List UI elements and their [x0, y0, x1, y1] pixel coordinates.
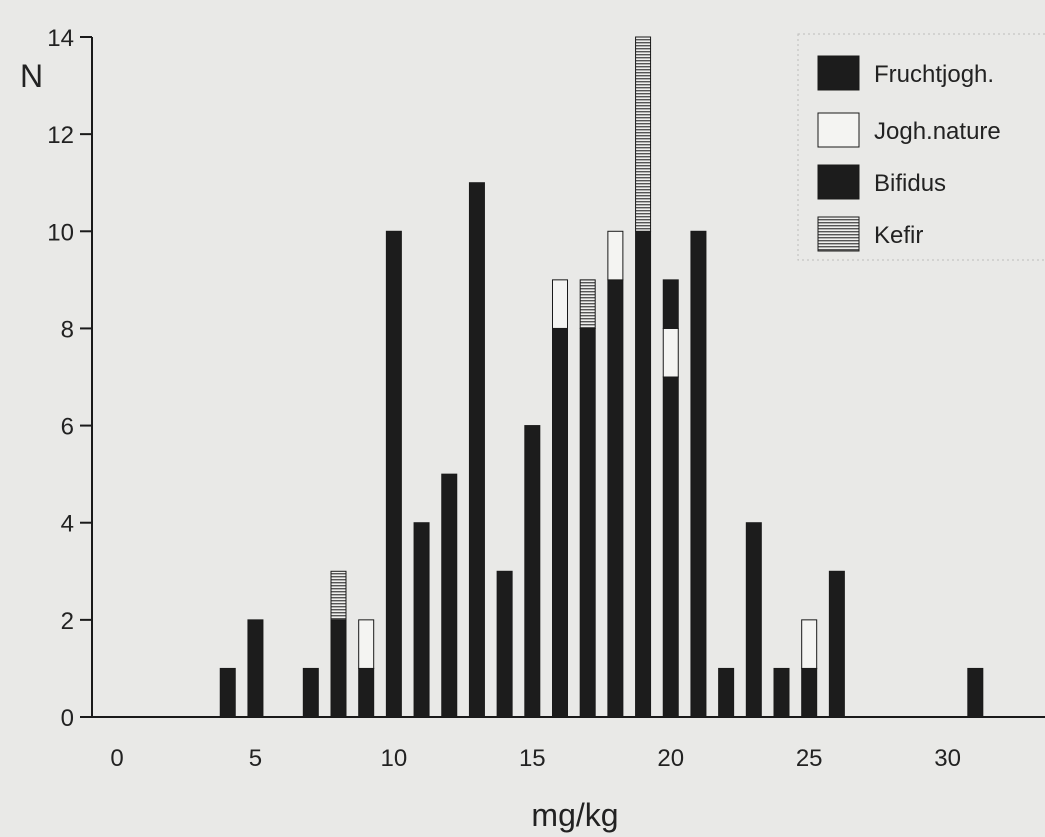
- bar-segment: [801, 667, 818, 718]
- bar-segment: [801, 619, 818, 669]
- bar-segment: [358, 619, 375, 669]
- legend-label: Jogh.nature: [874, 118, 1001, 145]
- x-tick-label: 15: [519, 745, 546, 772]
- bar-segment: [413, 522, 430, 718]
- x-tick-label: 0: [110, 745, 123, 772]
- x-tick-label: 10: [381, 745, 408, 772]
- bar-segment: [967, 667, 984, 718]
- bar-segment: [690, 230, 707, 718]
- y-tick-label: 10: [47, 219, 74, 246]
- bar-segment: [496, 570, 513, 718]
- legend-label: Bifidus: [874, 170, 946, 197]
- legend-swatch: [817, 216, 860, 252]
- bar-segment: [635, 230, 652, 718]
- x-tick-label: 20: [657, 745, 684, 772]
- bar-segment: [745, 522, 762, 718]
- bar-segment: [552, 327, 568, 718]
- x-axis-label: mg/kg: [531, 797, 618, 833]
- bar-segment: [247, 619, 264, 718]
- bar-segment: [219, 667, 236, 718]
- bar-segment: [718, 667, 735, 718]
- legend: Fruchtjogh. Jogh.nature Bifidus Kefir: [797, 33, 1045, 261]
- bar-segment: [662, 327, 679, 378]
- bar-segment: [773, 667, 790, 718]
- bar-segment: [330, 619, 347, 718]
- y-axis-label: N: [20, 58, 43, 94]
- y-tick-label: 12: [47, 122, 74, 149]
- bar-segment: [468, 182, 485, 718]
- bar-segment: [385, 230, 402, 718]
- legend-label: Kefir: [874, 222, 923, 249]
- y-tick-label: 14: [47, 25, 74, 52]
- bar-segment: [552, 279, 568, 329]
- y-tick-label: 2: [61, 608, 74, 635]
- legend-swatch: [817, 164, 860, 200]
- bar-segment: [441, 473, 458, 718]
- y-tick-label: 6: [61, 414, 74, 441]
- bars: [219, 36, 984, 718]
- legend-swatch: [817, 55, 860, 91]
- bar-segment: [662, 279, 679, 329]
- legend-swatch: [817, 112, 860, 148]
- bar-segment: [302, 667, 319, 718]
- x-tick-label: 5: [249, 745, 262, 772]
- legend-frame: [797, 33, 1045, 261]
- y-tick-label: 8: [61, 316, 74, 343]
- legend-label: Fruchtjogh.: [874, 61, 994, 88]
- y-tick-label: 0: [61, 705, 74, 732]
- bar-segment: [828, 570, 845, 718]
- bar-segment: [358, 667, 375, 718]
- bar-segment: [330, 570, 347, 621]
- y-tick-label: 4: [61, 511, 74, 538]
- bar-segment: [579, 327, 596, 718]
- bar-segment: [607, 230, 624, 281]
- axes: 0 2 4 6 8 10 12 14 0 5 10 15 20 25 30: [47, 25, 1045, 772]
- x-tick-label: 25: [796, 745, 823, 772]
- bar-segment: [635, 36, 652, 232]
- bar-segment: [524, 425, 541, 718]
- x-tick-label: 30: [934, 745, 961, 772]
- bar-segment: [579, 279, 596, 329]
- bar-segment: [607, 279, 624, 718]
- bar-segment: [662, 376, 679, 718]
